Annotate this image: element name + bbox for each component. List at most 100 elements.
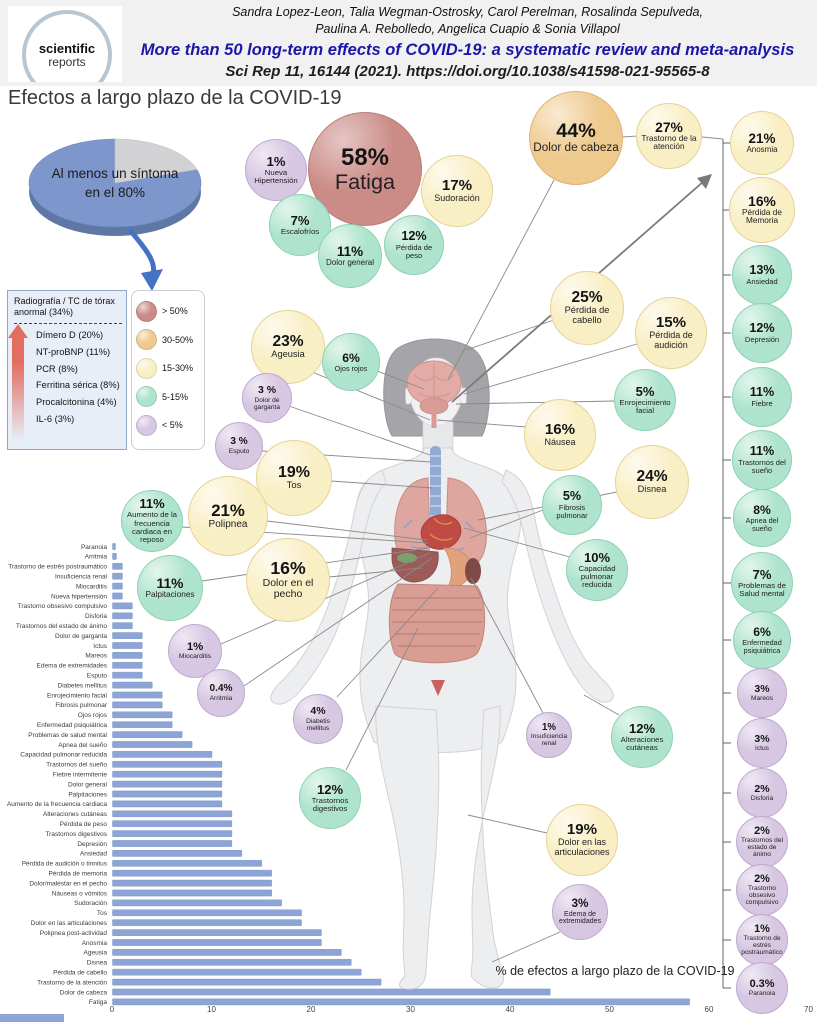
bar — [112, 701, 163, 709]
symptom-bubble: 25% Pérdida de cabello — [550, 271, 624, 345]
bar — [112, 810, 233, 818]
bubble-label: Nueva Hipertensión — [254, 167, 298, 185]
symptom-bubble: 44% Dolor de cabeza — [529, 91, 623, 185]
bar — [112, 632, 143, 639]
bubble-percent: 12% — [628, 720, 656, 736]
bubble-label: Trastorno de estrés postraumático — [741, 935, 783, 957]
bubble-label: Dolor general — [325, 257, 375, 267]
x-axis-tick: 40 — [506, 1005, 515, 1014]
bar — [112, 602, 133, 610]
bubble-percent: 3% — [571, 897, 589, 911]
bubble-percent: 3% — [754, 732, 770, 745]
bar — [112, 731, 183, 738]
bubble-label: Ictus — [755, 745, 769, 753]
lab-legend-item: Ferritina sérica (8%) — [36, 380, 120, 391]
bubble-label: Miocarditis — [178, 653, 212, 661]
bar — [112, 770, 223, 778]
pie-arrow — [128, 228, 157, 279]
bar-category-label: Diabetes mellitus — [58, 682, 108, 689]
bar-category-label: Ojos rojos — [78, 712, 108, 719]
bar-category-label: Anosmia — [82, 940, 108, 947]
color-scale-label: 15-30% — [162, 363, 194, 374]
bubble-label: Capacidad pulmonar reducida — [578, 563, 616, 590]
bubble-percent: 10% — [583, 549, 611, 565]
bar-category-label: Esputo — [87, 673, 108, 680]
bar — [112, 919, 302, 927]
symptom-bubble: 16% Dolor en el pecho — [246, 538, 330, 622]
bubble-label: Tos — [286, 480, 302, 492]
bar-category-label: Pérdida de audición o tinnitus — [22, 861, 108, 868]
x-axis-tick: 70 — [804, 1005, 813, 1014]
bubble-percent: 27% — [655, 118, 683, 135]
paper-citation: Sci Rep 11, 16144 (2021). https://doi.or… — [225, 62, 710, 80]
bubble-percent: 11% — [156, 575, 184, 592]
symptom-bubble: 2% Disforia — [737, 768, 787, 818]
bubble-label: Dolor en el pecho — [262, 577, 314, 601]
symptom-bubble: 16% Náusea — [524, 399, 596, 471]
header: scientific reports Sandra Lopez-Leon, Ta… — [0, 0, 817, 86]
bar-category-label: Pérdida de cabello — [53, 970, 107, 977]
bar-category-label: Náuseas o vómitos — [52, 890, 108, 897]
symptom-bubble: 21% Polipnea — [188, 476, 268, 556]
bubble-label: Enrojecimiento facial — [619, 397, 671, 415]
bar-category-label: Aumento de la frecuencia cardiaca — [7, 801, 107, 808]
color-swatch-icon — [136, 329, 157, 351]
bar-category-label: Capacidad pulmonar reducida — [20, 752, 107, 759]
symptom-bubble: 2% Trastornos del estado de ánimo — [736, 816, 788, 868]
bar — [112, 998, 690, 1006]
color-swatch-icon — [136, 357, 157, 379]
bar — [112, 711, 173, 719]
bubble-label: Fibrosis pulmonar — [556, 502, 588, 520]
bar-category-label: Disnea — [87, 960, 108, 967]
bubble-percent: 12% — [401, 229, 427, 244]
symptom-bubble: 15% Pérdida de audición — [635, 297, 707, 369]
bubble-percent: 11% — [749, 385, 775, 400]
bubble-label: Ageusia — [271, 349, 305, 360]
symptom-bubble: 3 % Esputo — [215, 422, 263, 470]
symptom-bubble: 3 % Dolor de garganta — [242, 373, 292, 423]
bubble-percent: 12% — [316, 781, 344, 797]
bubble-percent: 24% — [636, 467, 668, 485]
bubble-label: Pérdida de audición — [649, 330, 693, 351]
bar-category-label: Enrojecimiento facial — [47, 692, 108, 699]
bubble-label: Dolor de cabeza — [533, 141, 619, 155]
bubble-percent: 44% — [556, 120, 596, 143]
bubble-label: Disforia — [750, 795, 774, 803]
lab-legend-items: Dímero D (20%) NT-proBNP (11%) PCR (8%) Fer… — [36, 330, 122, 424]
bar-category-label: Nueva hipertensión — [51, 593, 107, 600]
bar-category-label: Ageusia — [84, 950, 108, 957]
symptom-bubble: 13% Ansiedad — [732, 245, 792, 305]
bar — [112, 543, 116, 550]
bubble-label: Esputo — [228, 447, 250, 455]
bubble-percent: 12% — [749, 321, 775, 336]
bar-category-label: Edema de extremidades — [37, 663, 108, 670]
organs — [388, 360, 487, 696]
symptom-bubble: 6% Ojos rojos — [322, 333, 380, 391]
symptom-bubble: 23% Ageusia — [251, 310, 325, 384]
bar-category-label: Dolor en las articulaciones — [31, 920, 108, 927]
bar — [112, 582, 123, 590]
symptom-bubble: 24% Disnea — [615, 445, 689, 519]
bar-category-label: Fatiga — [89, 999, 107, 1006]
symptom-bubble: 11% Dolor general — [318, 224, 382, 288]
bar — [112, 780, 223, 788]
bar-category-label: Fibrosis pulmonar — [55, 702, 107, 709]
bar — [112, 968, 362, 976]
symptom-bubble: 0.3% Paranoia — [736, 962, 788, 1014]
bubble-percent: 1% — [266, 153, 286, 169]
color-swatch-icon — [136, 386, 157, 408]
bar-category-label: Sudoración — [74, 900, 107, 907]
bar — [112, 850, 243, 857]
x-axis-tick: 30 — [406, 1005, 415, 1014]
bar-category-label: Ansiedad — [80, 851, 107, 858]
bar — [112, 741, 193, 748]
bubble-percent: 7% — [752, 566, 772, 582]
bar-category-label: Tos — [97, 910, 108, 917]
bubble-percent: 17% — [441, 177, 473, 195]
bubble-percent: 2% — [754, 824, 770, 837]
bubble-percent: 8% — [753, 502, 771, 517]
bar-category-label: Enfermedad psiquiátrica — [37, 722, 107, 729]
bubble-percent: 1% — [754, 922, 770, 935]
